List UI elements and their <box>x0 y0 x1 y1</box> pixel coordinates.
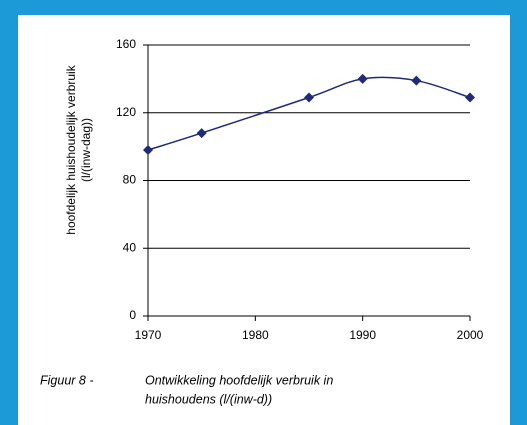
y-tick-label: 40 <box>123 240 137 254</box>
x-tick-label: 1980 <box>242 328 269 342</box>
y-tick-label: 160 <box>116 37 136 51</box>
y-tick-label: 0 <box>129 308 136 322</box>
y-tick-label: 120 <box>116 105 136 119</box>
x-tick-label: 1990 <box>349 328 376 342</box>
marker <box>357 73 368 84</box>
x-tick-label: 2000 <box>457 328 484 342</box>
y-axis-title-line: hoofdelijk huishoudelijk verbruik <box>64 64 78 234</box>
caption-text: Ontwikkeling hoofdelijk verbruik in <box>145 373 333 387</box>
caption-number: Figuur 8 - <box>40 373 94 387</box>
marker <box>196 128 207 139</box>
y-axis-title: hoofdelijk huishoudelijk verbruik (l/(in… <box>64 64 93 234</box>
x-tick-label: 1970 <box>135 328 162 342</box>
marker <box>411 75 422 86</box>
caption-text: huishoudens (l/(inw-d)) <box>145 392 272 406</box>
marker <box>304 92 314 103</box>
marker <box>143 145 153 156</box>
panel <box>18 15 510 425</box>
marker <box>465 92 475 103</box>
y-tick-label: 80 <box>123 173 137 187</box>
y-axis-title-line: (l/(inw-dag)) <box>79 118 93 182</box>
